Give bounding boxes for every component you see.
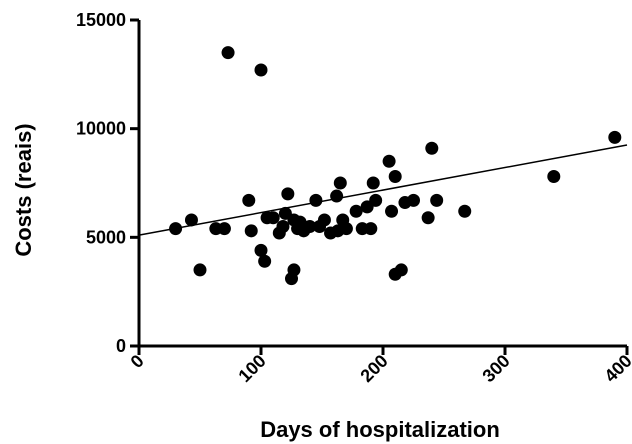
data-point bbox=[221, 46, 235, 60]
data-point bbox=[258, 254, 272, 268]
y-tick-label: 10000 bbox=[76, 119, 126, 139]
data-point bbox=[407, 193, 420, 207]
data-point bbox=[169, 222, 183, 236]
data-point bbox=[254, 243, 268, 257]
data-point bbox=[242, 193, 256, 207]
data-point bbox=[382, 154, 396, 168]
data-point bbox=[421, 211, 435, 225]
data-point bbox=[608, 130, 622, 144]
data-point bbox=[330, 189, 344, 203]
y-tick-label: 15000 bbox=[76, 10, 126, 30]
data-point bbox=[388, 169, 402, 183]
data-point bbox=[458, 204, 472, 218]
plot-area: 0 5000 10000 15000 0 100 200 300 400 bbox=[76, 10, 632, 386]
data-point bbox=[276, 219, 290, 233]
data-point bbox=[547, 169, 561, 183]
data-point bbox=[303, 219, 317, 233]
data-point bbox=[366, 176, 380, 190]
y-tick-label: 0 bbox=[116, 336, 126, 356]
x-tick-label: 100 bbox=[234, 351, 269, 386]
data-point bbox=[193, 263, 207, 277]
y-tick-label: 5000 bbox=[86, 227, 126, 247]
data-point bbox=[385, 204, 399, 218]
data-point bbox=[369, 193, 383, 207]
data-point bbox=[333, 176, 347, 190]
data-point bbox=[349, 204, 363, 218]
x-axis-title: Days of hospitalization bbox=[260, 417, 500, 442]
data-point bbox=[217, 222, 231, 236]
data-point bbox=[364, 222, 378, 236]
data-point bbox=[281, 187, 295, 201]
x-tick-label: 300 bbox=[478, 351, 513, 386]
data-point bbox=[287, 263, 301, 277]
data-point bbox=[184, 213, 198, 227]
x-tick-label: 0 bbox=[127, 351, 148, 372]
data-point bbox=[317, 213, 331, 227]
data-point bbox=[430, 193, 444, 207]
data-point bbox=[244, 224, 258, 238]
data-point bbox=[339, 222, 353, 236]
data-point bbox=[254, 63, 268, 77]
data-point bbox=[309, 193, 323, 207]
x-tick-label: 200 bbox=[356, 351, 391, 386]
x-tick-label: 400 bbox=[600, 351, 632, 386]
y-axis-title: Costs (reais) bbox=[11, 123, 36, 256]
trend-line bbox=[138, 144, 628, 236]
data-point bbox=[425, 141, 439, 155]
data-point bbox=[394, 263, 408, 277]
data-point bbox=[266, 211, 280, 225]
